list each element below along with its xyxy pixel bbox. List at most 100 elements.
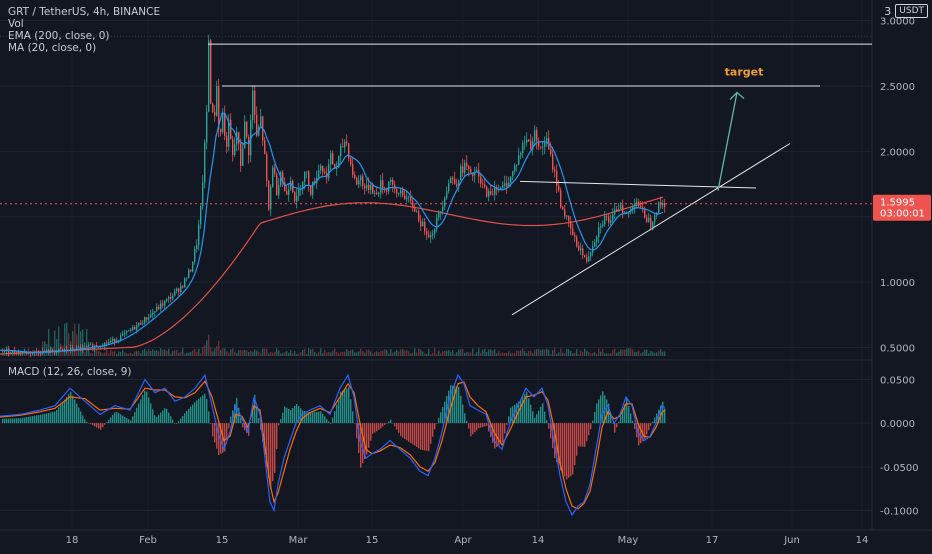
indicator-ma[interactable]: MA (20, close, 0): [8, 42, 97, 54]
candle-body: [504, 183, 506, 186]
macd-histogram-bar: [174, 423, 176, 424]
candle-body: [154, 311, 156, 313]
candle-body: [104, 342, 106, 347]
volume-bar: [124, 352, 126, 356]
macd-histogram-bar: [68, 394, 70, 424]
volume-bar: [572, 353, 574, 356]
currency-selector[interactable]: 3 USDT: [884, 4, 928, 18]
macd-histogram-bar: [640, 423, 642, 444]
macd-histogram-bar: [534, 417, 536, 424]
macd-histogram-bar: [428, 423, 430, 452]
volume-bar: [526, 353, 528, 356]
volume-bar: [344, 351, 346, 356]
macd-histogram-bar: [96, 423, 98, 428]
volume-bar: [90, 352, 92, 356]
volume-bar: [196, 351, 198, 356]
macd-histogram-bar: [352, 411, 354, 424]
macd-histogram-bar: [510, 407, 512, 424]
volume-bar: [168, 348, 170, 356]
indicator-vol[interactable]: Vol: [8, 18, 24, 30]
candle-body: [212, 103, 214, 113]
macd-histogram-bar: [620, 416, 622, 424]
macd-line: [0, 373, 666, 517]
volume-bar: [596, 353, 598, 356]
volume-bar: [274, 351, 276, 356]
macd-histogram-bar: [20, 418, 22, 424]
macd-histogram-bar: [520, 399, 522, 424]
volume-bar: [346, 349, 348, 356]
macd-histogram-bar: [536, 414, 538, 424]
candle-body: [238, 132, 240, 144]
volume-bar: [548, 349, 550, 356]
volume-bar: [546, 348, 548, 356]
macd-histogram-bar: [200, 397, 202, 424]
volume-bar: [660, 349, 662, 356]
macd-histogram-bar: [406, 423, 408, 441]
macd-histogram-bar: [356, 423, 358, 439]
candle-body: [614, 209, 616, 215]
volume-bar: [210, 347, 212, 356]
volume-bar: [630, 348, 632, 356]
candle-body: [102, 346, 104, 348]
candle-body: [76, 346, 78, 351]
volume-bar: [330, 352, 332, 356]
volume-bar: [370, 351, 372, 356]
macd-histogram-bar: [400, 423, 402, 437]
volume-bar: [180, 352, 182, 356]
candle-body: [510, 176, 512, 183]
candle-body: [230, 119, 232, 140]
candle-body: [36, 351, 38, 353]
macd-histogram-bar: [288, 408, 290, 424]
macd-histogram-bar: [422, 423, 424, 450]
candle-body: [650, 217, 652, 228]
candle-body: [220, 128, 222, 133]
volume-bar: [462, 348, 464, 356]
volume-bar: [652, 351, 654, 356]
candle-body: [224, 113, 226, 136]
volume-bar: [444, 351, 446, 356]
candle-body: [214, 112, 216, 116]
candle-body: [196, 245, 198, 249]
volume-bar: [300, 352, 302, 356]
macd-legend[interactable]: MACD (12, 26, close, 9): [8, 366, 132, 378]
volume-bar: [218, 340, 220, 356]
macd-histogram-bar: [506, 423, 508, 425]
macd-histogram-bar: [270, 423, 272, 490]
volume-bar: [154, 350, 156, 356]
macd-histogram-bar: [482, 423, 484, 428]
currency-badge[interactable]: USDT: [895, 4, 928, 18]
volume-bar: [386, 349, 388, 356]
macd-histogram-bar: [40, 414, 42, 424]
volume-bar: [182, 348, 184, 356]
macd-histogram-bar: [62, 402, 64, 424]
macd-histogram-bar: [254, 394, 256, 424]
candle-body: [60, 348, 62, 350]
indicator-ema[interactable]: EMA (200, close, 0): [8, 30, 110, 42]
candle-body: [302, 181, 304, 189]
volume-bar: [68, 333, 70, 356]
macd-histogram-bar: [80, 411, 82, 424]
macd-histogram-bar: [512, 406, 514, 424]
candle-body: [72, 347, 74, 350]
volume-bar: [610, 353, 612, 356]
volume-bar: [404, 350, 406, 356]
macd-histogram-bar: [600, 395, 602, 424]
time-tick-label: Apr: [454, 535, 472, 546]
candle-body: [334, 163, 336, 169]
volume-bar: [158, 351, 160, 356]
volume-bar: [392, 352, 394, 356]
ema-200-line: [0, 196, 664, 355]
volume-bar: [252, 351, 254, 356]
volume-bar: [66, 322, 68, 356]
volume-bar: [580, 350, 582, 356]
macd-histogram-bar: [516, 403, 518, 424]
volume-bar: [598, 348, 600, 356]
volume-bar: [440, 353, 442, 356]
macd-histogram-bar: [324, 416, 326, 424]
macd-histogram-bar: [606, 399, 608, 424]
volume-bar: [542, 349, 544, 356]
candle-body: [126, 330, 128, 333]
candle-body: [128, 330, 130, 332]
